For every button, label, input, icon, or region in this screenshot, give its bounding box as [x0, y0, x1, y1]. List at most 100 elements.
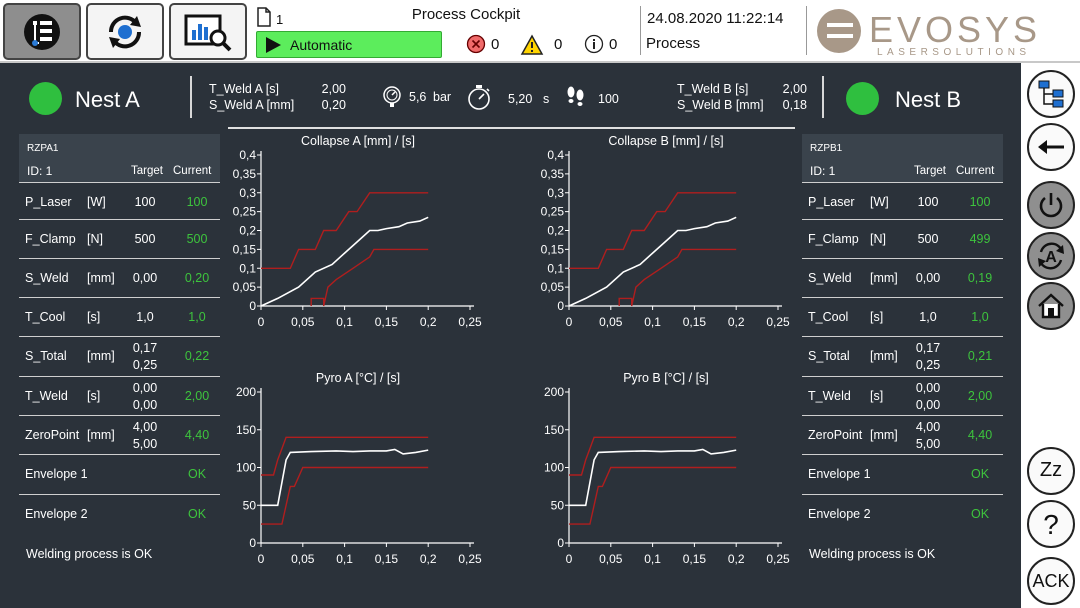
- mode-label: Automatic: [290, 37, 353, 53]
- parameter-row: T_Weld [s] 0,00 0,00 2,00: [19, 376, 220, 415]
- acknowledge-button[interactable]: ACK: [1027, 557, 1075, 605]
- lower-series-line: [310, 248, 429, 307]
- target-value: 0,00: [915, 381, 941, 395]
- datetime: 24.08.2020 11:22:14: [647, 10, 784, 27]
- divider: [822, 76, 824, 118]
- parameter-unit: [s]: [87, 389, 101, 403]
- evosys-logo: EVOSYS LASERSOLUTIONS: [817, 9, 1037, 58]
- x-tick-label: 0,1: [644, 552, 661, 566]
- parameter-name: F_Clamp: [25, 232, 76, 246]
- x-tick-label: 0,05: [291, 552, 315, 566]
- divider: [640, 6, 641, 55]
- back-button[interactable]: [1027, 123, 1075, 171]
- error-count: 0: [491, 36, 500, 53]
- page-number: 1: [276, 12, 284, 27]
- y-tick-label: 0,1: [547, 261, 564, 275]
- process-view-button[interactable]: [3, 3, 81, 60]
- y-tick-label: 0,2: [547, 224, 564, 238]
- ack-label: ACK: [1032, 571, 1070, 591]
- target-value: 100: [917, 195, 939, 209]
- x-tick-label: 0,15: [683, 315, 707, 329]
- parameter-row: S_Weld [mm] 0,00 0,19: [802, 258, 1003, 297]
- s-weld-a-value: 0,20: [321, 98, 346, 112]
- parameter-row: F_Clamp [N] 500 500: [19, 219, 220, 258]
- y-tick-label: 0,4: [239, 148, 256, 162]
- lower-series-line: [261, 466, 429, 525]
- pressure-unit: bar: [433, 90, 452, 104]
- target-value: 4,00: [132, 420, 158, 434]
- parameter-unit: [mm]: [870, 428, 898, 442]
- power-button[interactable]: [1027, 181, 1075, 229]
- x-tick-label: 0: [258, 315, 265, 329]
- parameter-unit: [mm]: [87, 428, 115, 442]
- home-button[interactable]: [1027, 282, 1075, 330]
- target-value-2: 5,00: [915, 437, 941, 451]
- parameter-unit: [N]: [87, 232, 103, 246]
- x-tick-label: 0,2: [728, 315, 745, 329]
- nest-a-process-message: Welding process is OK: [26, 547, 153, 561]
- parameter-row: T_Cool [s] 1,0 1,0: [19, 297, 220, 336]
- lower-series-line: [618, 248, 737, 307]
- chart-title: Collapse B [mm] / [s]: [608, 134, 723, 148]
- section-label: Process: [646, 35, 701, 52]
- upper-series-line: [261, 192, 429, 270]
- target-value: 0,17: [915, 341, 941, 355]
- document-icon: [257, 7, 271, 27]
- current-value: 4,40: [184, 428, 210, 442]
- target-column-header: Target: [914, 165, 946, 177]
- help-icon: ?: [1029, 509, 1073, 541]
- auto-mode-button[interactable]: A: [1027, 232, 1075, 280]
- sleep-label: Zz: [1039, 459, 1063, 481]
- pressure-gauge-icon: [383, 86, 401, 107]
- parameter-name: T_Weld: [25, 389, 68, 403]
- parameter-row: T_Weld [s] 0,00 0,00 2,00: [802, 376, 1003, 415]
- lower-series-line: [569, 466, 737, 525]
- parameter-row: S_Total [mm] 0,17 0,25 0,22: [19, 336, 220, 375]
- x-tick-label: 0,25: [766, 315, 790, 329]
- hierarchy-button[interactable]: [1027, 70, 1075, 118]
- y-tick-label: 200: [544, 385, 564, 399]
- current-value: 500: [186, 232, 208, 246]
- target-value: 0,17: [132, 341, 158, 355]
- chart-title: Collapse A [mm] / [s]: [301, 134, 415, 148]
- help-button[interactable]: ?: [1027, 500, 1075, 548]
- y-tick-label: 50: [551, 498, 565, 512]
- info-icon: [584, 34, 604, 54]
- step-count-value: 100: [598, 92, 619, 106]
- target-value: 1,0: [136, 310, 154, 324]
- y-tick-label: 150: [544, 423, 564, 437]
- current-value: 100: [969, 195, 991, 209]
- parameter-unit: [s]: [870, 310, 884, 324]
- target-value: 100: [134, 195, 156, 209]
- nest-b-label: Nest B: [895, 87, 962, 112]
- y-tick-label: 0,3: [239, 186, 256, 200]
- panel-id: ID: 1: [27, 164, 53, 178]
- x-tick-label: 0: [566, 315, 573, 329]
- parameter-unit: [mm]: [870, 349, 898, 363]
- cycle-view-button[interactable]: [86, 3, 164, 60]
- parameter-row: ZeroPoint [mm] 4,00 5,00 4,40: [802, 415, 1003, 454]
- y-tick-label: 0: [557, 299, 564, 313]
- current-value: 1,0: [971, 310, 989, 324]
- parameter-unit: [mm]: [87, 349, 115, 363]
- sleep-button[interactable]: Zz: [1027, 447, 1075, 495]
- y-tick-label: 0: [249, 536, 256, 550]
- svg-text:A: A: [1045, 249, 1057, 266]
- parameter-row: S_Total [mm] 0,17 0,25 0,21: [802, 336, 1003, 375]
- chart-title: Pyro A [°C] / [s]: [316, 371, 400, 385]
- current-column-header: Current: [173, 165, 212, 177]
- parameter-unit: [s]: [87, 310, 101, 324]
- current-value: OK: [187, 467, 207, 481]
- target-value: 500: [134, 232, 156, 246]
- y-tick-label: 50: [243, 498, 257, 512]
- analysis-view-button[interactable]: [169, 3, 247, 60]
- mode-indicator[interactable]: Automatic: [256, 31, 442, 58]
- parameter-row: S_Weld [mm] 0,00 0,20: [19, 258, 220, 297]
- parameter-row: Envelope 1 OK: [802, 454, 1003, 493]
- nest-b-status-light: [846, 82, 879, 115]
- current-value: 100: [186, 195, 208, 209]
- current-value: 2,00: [967, 389, 993, 403]
- x-tick-label: 0,2: [420, 315, 437, 329]
- current-value: 0,19: [967, 271, 993, 285]
- warning-icon: [520, 34, 544, 55]
